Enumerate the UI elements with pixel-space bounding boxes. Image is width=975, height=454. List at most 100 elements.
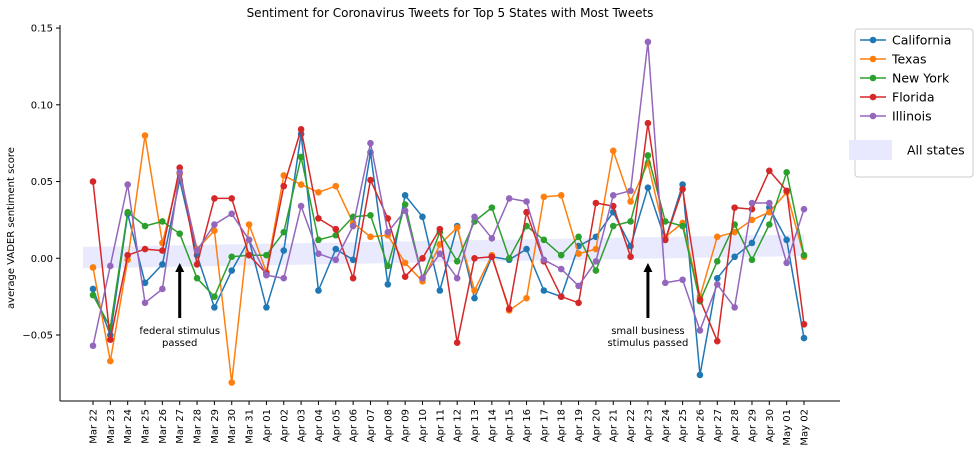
data-point-new-york bbox=[401, 201, 409, 208]
data-point-new-york bbox=[679, 222, 686, 230]
data-point-illinois bbox=[453, 274, 461, 282]
legend-marker bbox=[869, 74, 877, 82]
data-point-new-york bbox=[297, 153, 305, 161]
data-point-new-york bbox=[315, 236, 322, 244]
data-point-new-york bbox=[783, 169, 790, 176]
data-point-florida bbox=[627, 253, 634, 261]
data-point-texas bbox=[211, 227, 218, 234]
data-point-florida bbox=[419, 254, 426, 262]
annotation-text: small business bbox=[611, 326, 684, 337]
data-point-illinois bbox=[107, 262, 114, 270]
data-point-new-york bbox=[713, 258, 721, 265]
data-point-new-york bbox=[488, 204, 496, 211]
series-line-california bbox=[92, 133, 805, 376]
x-tick-label: Apr 30 bbox=[765, 409, 776, 442]
data-point-california bbox=[280, 247, 288, 254]
legend-label: Illinois bbox=[892, 109, 932, 124]
data-point-california bbox=[401, 192, 409, 199]
data-point-illinois bbox=[193, 247, 201, 254]
annotation-arrow-head bbox=[175, 263, 185, 272]
data-point-florida bbox=[367, 176, 374, 184]
data-point-illinois bbox=[523, 198, 530, 205]
data-point-illinois bbox=[436, 250, 444, 257]
x-tick-label: Apr 01 bbox=[262, 409, 273, 442]
data-point-new-york bbox=[575, 233, 582, 241]
data-point-illinois bbox=[540, 256, 548, 264]
data-point-florida bbox=[401, 273, 409, 280]
data-point-illinois bbox=[731, 304, 738, 311]
data-point-illinois bbox=[627, 187, 634, 195]
data-point-texas bbox=[713, 233, 721, 241]
data-point-texas bbox=[523, 294, 530, 302]
data-point-texas bbox=[315, 188, 322, 196]
x-tick-label: Apr 04 bbox=[314, 409, 325, 442]
data-point-florida bbox=[592, 199, 600, 207]
series-lines bbox=[89, 38, 808, 386]
data-point-florida bbox=[332, 225, 340, 233]
annotation-arrow-head bbox=[643, 263, 653, 272]
x-tick-label: Mar 30 bbox=[227, 409, 238, 444]
data-point-new-york bbox=[766, 221, 773, 228]
x-tick-label: Apr 29 bbox=[747, 409, 758, 442]
data-point-new-york bbox=[453, 258, 461, 265]
y-tick-label: 0.10 bbox=[31, 100, 53, 111]
data-point-florida bbox=[297, 126, 305, 133]
data-point-new-york bbox=[661, 218, 669, 225]
data-point-florida bbox=[436, 225, 444, 233]
x-tick-label: Apr 12 bbox=[453, 409, 464, 442]
legend-label: All states bbox=[907, 143, 965, 158]
x-tick-label: Apr 19 bbox=[574, 409, 585, 442]
x-tick-label: Apr 15 bbox=[505, 409, 516, 442]
x-tick-label: Apr 21 bbox=[609, 409, 620, 442]
y-axis-label: average VADER sentiment score bbox=[6, 147, 17, 309]
data-point-california bbox=[471, 294, 478, 302]
data-point-california bbox=[349, 256, 357, 264]
data-point-texas bbox=[280, 172, 288, 179]
data-point-new-york bbox=[211, 293, 218, 300]
data-point-illinois bbox=[783, 259, 790, 267]
data-point-texas bbox=[89, 264, 97, 271]
data-point-new-york bbox=[89, 291, 97, 299]
data-point-california bbox=[436, 287, 444, 294]
data-point-new-york bbox=[800, 251, 808, 259]
x-tick-label: Mar 22 bbox=[89, 409, 100, 444]
x-tick-label: Mar 26 bbox=[158, 409, 169, 444]
data-point-illinois bbox=[696, 327, 704, 334]
data-point-new-york bbox=[384, 262, 392, 270]
x-tick-label: Mar 29 bbox=[210, 409, 221, 444]
data-point-illinois bbox=[245, 236, 253, 244]
data-point-illinois bbox=[766, 199, 773, 207]
legend-label: Texas bbox=[891, 52, 927, 67]
x-tick-label: Apr 16 bbox=[522, 409, 533, 442]
data-point-florida bbox=[696, 296, 704, 304]
series-florida bbox=[89, 119, 808, 346]
data-point-illinois bbox=[488, 235, 496, 242]
data-point-texas bbox=[575, 250, 582, 257]
data-point-florida bbox=[453, 339, 461, 346]
x-tick-label: Apr 14 bbox=[487, 409, 498, 442]
data-point-florida bbox=[783, 187, 790, 195]
x-tick-label: Apr 11 bbox=[435, 409, 446, 442]
data-point-california bbox=[731, 253, 738, 261]
x-tick-label: Apr 05 bbox=[331, 409, 342, 442]
data-point-california bbox=[89, 285, 97, 293]
x-tick-label: Apr 26 bbox=[695, 409, 706, 442]
x-tick-label: Apr 24 bbox=[661, 409, 672, 442]
x-tick-label: Mar 28 bbox=[193, 409, 204, 444]
data-point-california bbox=[211, 304, 218, 311]
data-point-new-york bbox=[124, 208, 131, 216]
legend-marker bbox=[869, 55, 877, 63]
data-point-new-york bbox=[592, 267, 600, 274]
legend-label: New York bbox=[892, 71, 950, 86]
x-tick-label: Mar 27 bbox=[175, 409, 186, 444]
x-tick-label: Apr 13 bbox=[470, 409, 481, 442]
data-point-illinois bbox=[661, 279, 669, 287]
data-point-texas bbox=[540, 193, 548, 201]
data-point-illinois bbox=[228, 210, 236, 218]
data-point-florida bbox=[193, 261, 201, 268]
x-tick-label: May 02 bbox=[800, 409, 811, 446]
data-point-new-york bbox=[609, 222, 617, 230]
data-point-new-york bbox=[141, 222, 149, 230]
data-point-texas bbox=[332, 182, 340, 190]
